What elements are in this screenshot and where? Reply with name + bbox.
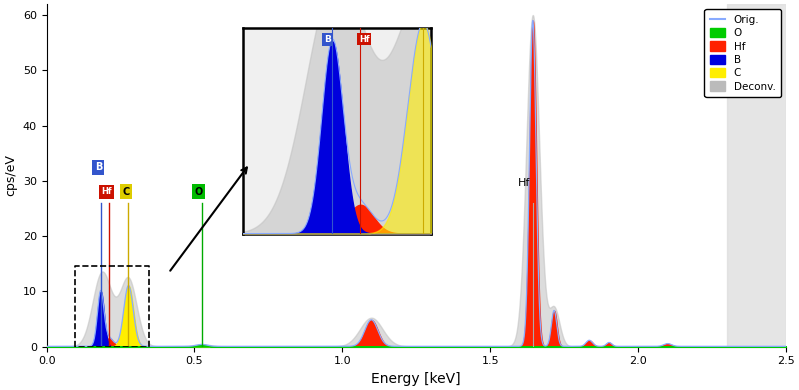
- Bar: [727, 4, 786, 347]
- Text: O: O: [194, 187, 203, 197]
- Text: Hf: Hf: [101, 188, 112, 197]
- Text: B: B: [94, 162, 102, 172]
- Text: C: C: [122, 187, 129, 197]
- Text: Hf: Hf: [519, 178, 531, 188]
- Y-axis label: cps/eV: cps/eV: [4, 154, 17, 196]
- Legend: Orig., O, Hf, B, C, Deconv.: Orig., O, Hf, B, C, Deconv.: [705, 9, 781, 97]
- X-axis label: Energy [keV]: Energy [keV]: [372, 372, 461, 386]
